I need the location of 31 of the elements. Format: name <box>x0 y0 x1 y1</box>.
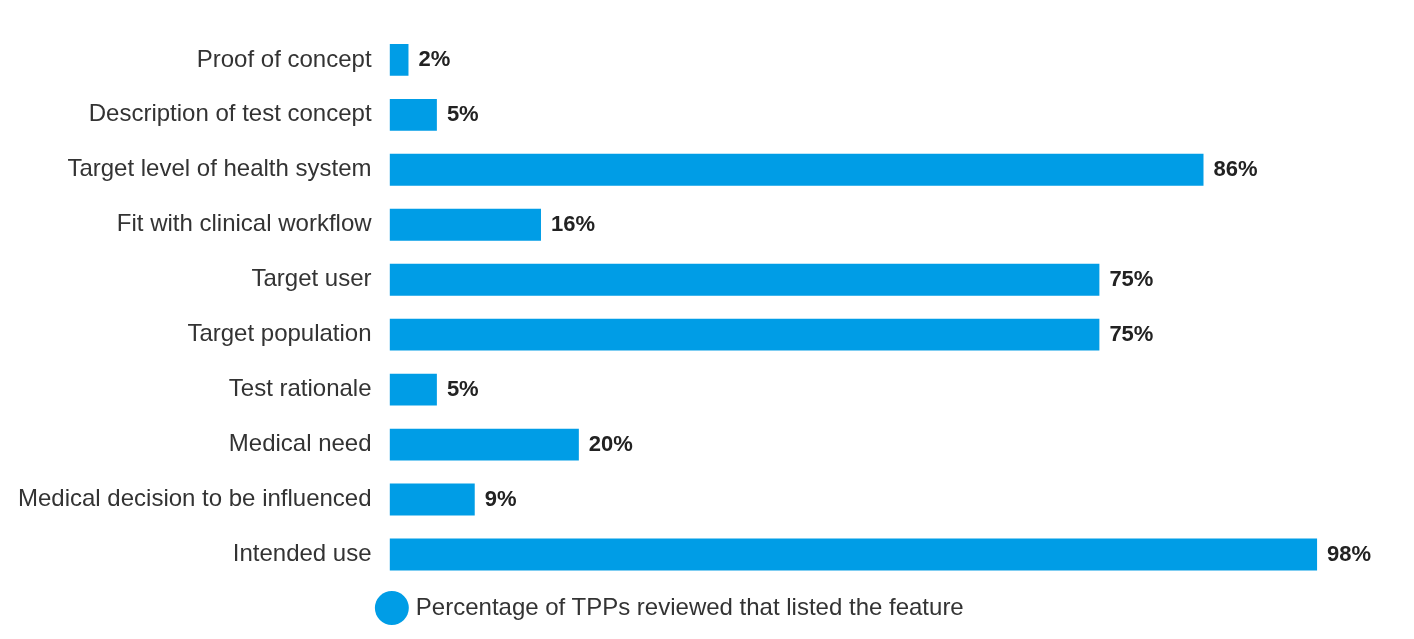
y-tick-label: Medical decision to be influenced <box>17 484 372 512</box>
y-tick-label: Intended use <box>232 539 372 567</box>
y-tick-label: Proof of concept <box>196 44 372 72</box>
bar <box>389 43 409 76</box>
data-label: 5% <box>446 375 479 401</box>
y-tick-label: Description of test concept <box>88 99 372 127</box>
data-label: 5% <box>446 100 479 126</box>
bar <box>389 98 437 131</box>
bar <box>389 153 1204 186</box>
bar <box>389 483 475 516</box>
y-tick-label: Target user <box>251 264 372 292</box>
y-tick-label: Test rationale <box>228 374 372 402</box>
bar <box>389 208 541 241</box>
bar <box>389 263 1100 296</box>
bar <box>389 318 1100 351</box>
data-label: 16% <box>550 210 596 236</box>
y-tick-label: Fit with clinical workflow <box>116 209 373 237</box>
data-label: 9% <box>484 485 517 511</box>
y-tick-label: Target population <box>187 319 372 347</box>
data-label: 20% <box>588 430 633 456</box>
y-tick-label: Medical need <box>228 429 372 457</box>
bar <box>389 538 1318 571</box>
bar <box>389 428 579 461</box>
data-label: 98% <box>1327 540 1372 566</box>
data-label: 75% <box>1109 265 1154 291</box>
data-label: 86% <box>1213 155 1258 181</box>
data-label: 2% <box>418 45 451 71</box>
data-label: 75% <box>1109 320 1154 346</box>
y-tick-label: Target level of health system <box>67 154 372 182</box>
legend-label: Percentage of TPPs reviewed that listed the feature <box>415 592 964 620</box>
bar <box>389 373 437 406</box>
